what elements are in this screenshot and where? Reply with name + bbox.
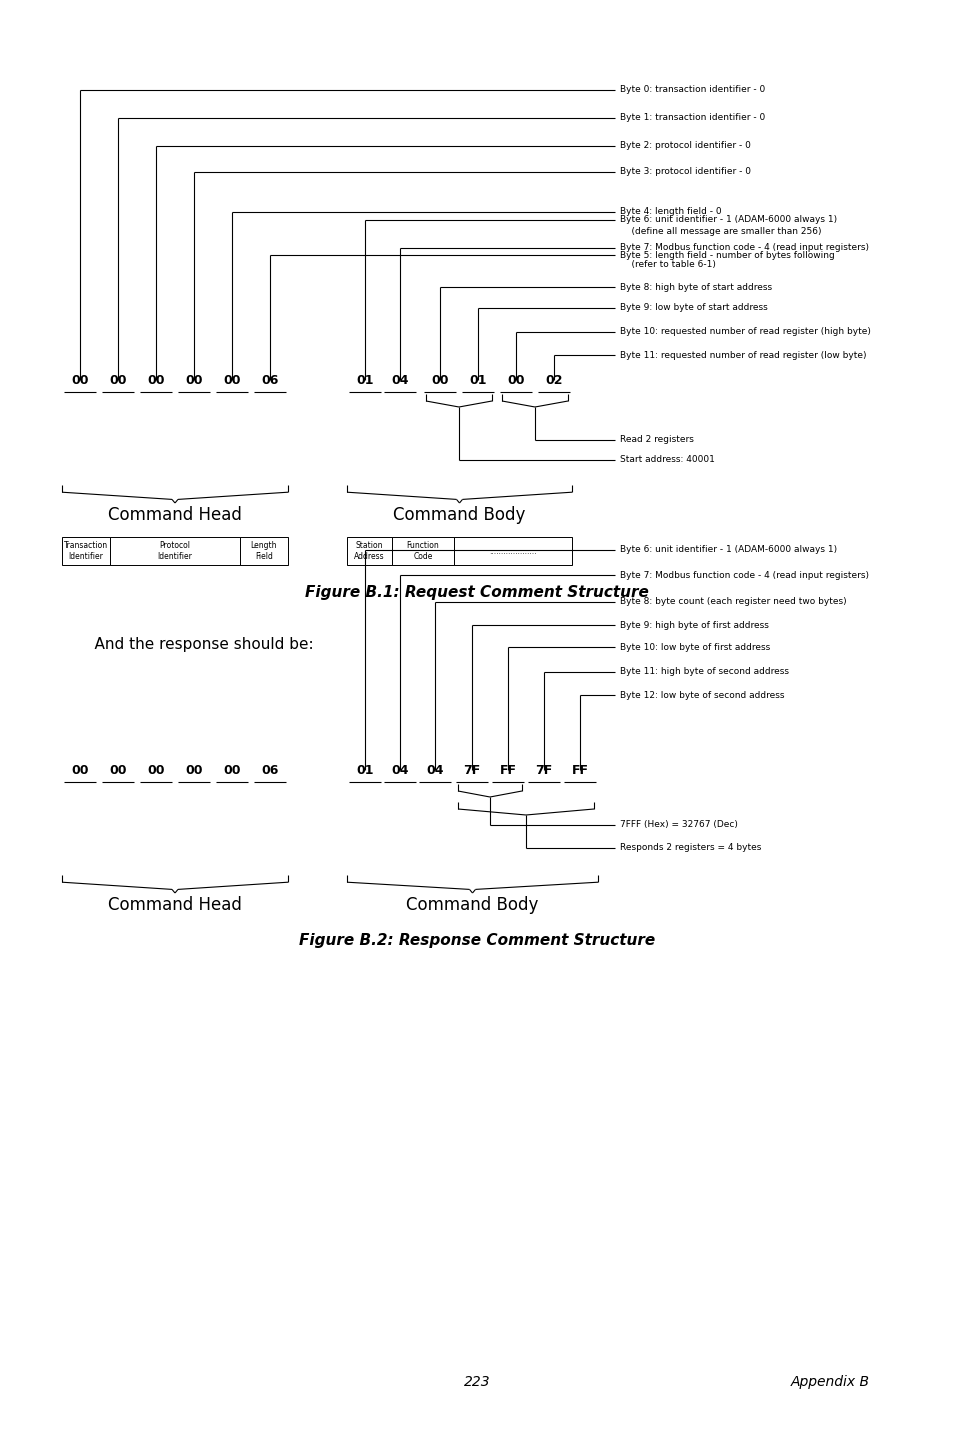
Text: 00: 00 — [71, 373, 89, 386]
Text: Function
Code: Function Code — [406, 542, 439, 561]
Text: Station
Address: Station Address — [354, 542, 384, 561]
FancyBboxPatch shape — [392, 538, 454, 565]
Text: Byte 12: low byte of second address: Byte 12: low byte of second address — [619, 691, 783, 699]
Text: 00: 00 — [185, 764, 203, 776]
Text: Length
Field: Length Field — [251, 542, 277, 561]
Text: 04: 04 — [391, 373, 408, 386]
Text: 06: 06 — [261, 373, 278, 386]
Text: Byte 1: transaction identifier - 0: Byte 1: transaction identifier - 0 — [619, 113, 764, 123]
Text: Command Body: Command Body — [393, 506, 525, 523]
Text: 01: 01 — [355, 764, 374, 776]
Text: Byte 4: length field - 0: Byte 4: length field - 0 — [619, 207, 720, 216]
Text: Responds 2 registers = 4 bytes: Responds 2 registers = 4 bytes — [619, 844, 760, 852]
Text: 00: 00 — [223, 764, 240, 776]
FancyBboxPatch shape — [347, 538, 392, 565]
Text: Byte 2: protocol identifier - 0: Byte 2: protocol identifier - 0 — [619, 142, 750, 150]
Text: 04: 04 — [426, 764, 443, 776]
Text: Command Body: Command Body — [406, 897, 538, 914]
Text: FF: FF — [499, 764, 516, 776]
Text: Byte 9: high byte of first address: Byte 9: high byte of first address — [619, 621, 768, 629]
Text: 01: 01 — [469, 373, 486, 386]
Text: Byte 6: unit identifier - 1 (ADAM-6000 always 1): Byte 6: unit identifier - 1 (ADAM-6000 a… — [619, 545, 836, 555]
FancyBboxPatch shape — [62, 538, 110, 565]
Text: Command Head: Command Head — [108, 506, 242, 523]
Text: Transaction
Identifier: Transaction Identifier — [64, 542, 108, 561]
Text: 06: 06 — [261, 764, 278, 776]
Text: Read 2 registers: Read 2 registers — [619, 436, 693, 445]
Text: 7FFF (Hex) = 32767 (Dec): 7FFF (Hex) = 32767 (Dec) — [619, 821, 737, 829]
Text: FF: FF — [571, 764, 588, 776]
Text: Figure B.2: Response Comment Structure: Figure B.2: Response Comment Structure — [298, 932, 655, 948]
Text: (refer to table 6-1): (refer to table 6-1) — [619, 260, 715, 269]
Text: 00: 00 — [110, 373, 127, 386]
Text: Appendix B: Appendix B — [790, 1376, 869, 1389]
FancyBboxPatch shape — [110, 538, 240, 565]
Text: 7F: 7F — [535, 764, 552, 776]
Text: 7F: 7F — [463, 764, 480, 776]
Text: Byte 8: byte count (each register need two bytes): Byte 8: byte count (each register need t… — [619, 598, 845, 606]
Text: 00: 00 — [147, 764, 165, 776]
Text: Command Head: Command Head — [108, 897, 242, 914]
Text: And the response should be:: And the response should be: — [75, 638, 314, 652]
Text: (define all message are smaller than 256): (define all message are smaller than 256… — [619, 227, 821, 236]
Text: Byte 9: low byte of start address: Byte 9: low byte of start address — [619, 303, 767, 313]
FancyBboxPatch shape — [454, 538, 572, 565]
Text: 00: 00 — [507, 373, 524, 386]
Text: Byte 6: unit identifier - 1 (ADAM-6000 always 1): Byte 6: unit identifier - 1 (ADAM-6000 a… — [619, 216, 836, 225]
Text: 223: 223 — [463, 1376, 490, 1389]
Text: Byte 7: Modbus function code - 4 (read input registers): Byte 7: Modbus function code - 4 (read i… — [619, 571, 868, 579]
Text: Start address: 40001: Start address: 40001 — [619, 456, 714, 465]
Text: 00: 00 — [185, 373, 203, 386]
Text: Byte 5: length field - number of bytes following: Byte 5: length field - number of bytes f… — [619, 250, 834, 259]
Text: 00: 00 — [110, 764, 127, 776]
Text: 01: 01 — [355, 373, 374, 386]
Text: Byte 11: high byte of second address: Byte 11: high byte of second address — [619, 668, 788, 676]
Text: Byte 11: requested number of read register (low byte): Byte 11: requested number of read regist… — [619, 350, 865, 359]
Text: 04: 04 — [391, 764, 408, 776]
Text: Byte 0: transaction identifier - 0: Byte 0: transaction identifier - 0 — [619, 86, 764, 94]
Text: 02: 02 — [545, 373, 562, 386]
Text: Byte 8: high byte of start address: Byte 8: high byte of start address — [619, 283, 771, 292]
FancyBboxPatch shape — [240, 538, 288, 565]
Text: Byte 3: protocol identifier - 0: Byte 3: protocol identifier - 0 — [619, 167, 750, 176]
Text: Figure B.1: Request Comment Structure: Figure B.1: Request Comment Structure — [305, 585, 648, 601]
Text: Byte 7: Modbus function code - 4 (read input registers): Byte 7: Modbus function code - 4 (read i… — [619, 243, 868, 253]
Text: Byte 10: low byte of first address: Byte 10: low byte of first address — [619, 642, 769, 652]
Text: 00: 00 — [223, 373, 240, 386]
Text: Byte 10: requested number of read register (high byte): Byte 10: requested number of read regist… — [619, 327, 870, 336]
Text: 00: 00 — [71, 764, 89, 776]
Text: Protocol
Identifier: Protocol Identifier — [157, 542, 193, 561]
Text: 00: 00 — [431, 373, 448, 386]
Text: 00: 00 — [147, 373, 165, 386]
Text: ....................: .................... — [489, 546, 537, 555]
